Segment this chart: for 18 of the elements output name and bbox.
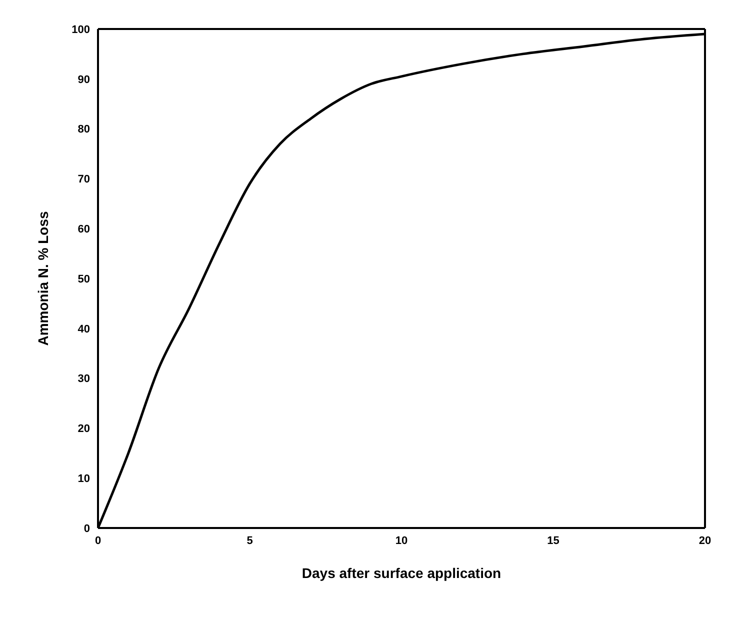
y-tick-label: 70 (78, 174, 90, 186)
x-tick-label: 15 (547, 534, 560, 547)
y-tick-label: 60 (78, 224, 90, 236)
y-tick-label: 0 (84, 522, 90, 535)
y-tick-label: 20 (78, 423, 90, 436)
x-axis-title: Days after surface application (302, 565, 502, 581)
y-tick-label: 80 (78, 124, 90, 136)
y-tick-label: 10 (78, 473, 90, 486)
y-tick-label: 100 (72, 24, 90, 36)
x-tick-label: 10 (395, 534, 408, 547)
y-tick-label: 50 (78, 273, 90, 286)
y-tick-label: 40 (78, 323, 90, 336)
x-tick-label: 5 (246, 534, 253, 547)
x-tick-label: 20 (698, 534, 712, 547)
x-tick-label: 0 (94, 534, 102, 547)
y-axis-title: Ammonia N. % Loss (34, 211, 51, 346)
y-tick-label: 90 (78, 74, 90, 86)
y-tick-label: 30 (78, 373, 90, 386)
